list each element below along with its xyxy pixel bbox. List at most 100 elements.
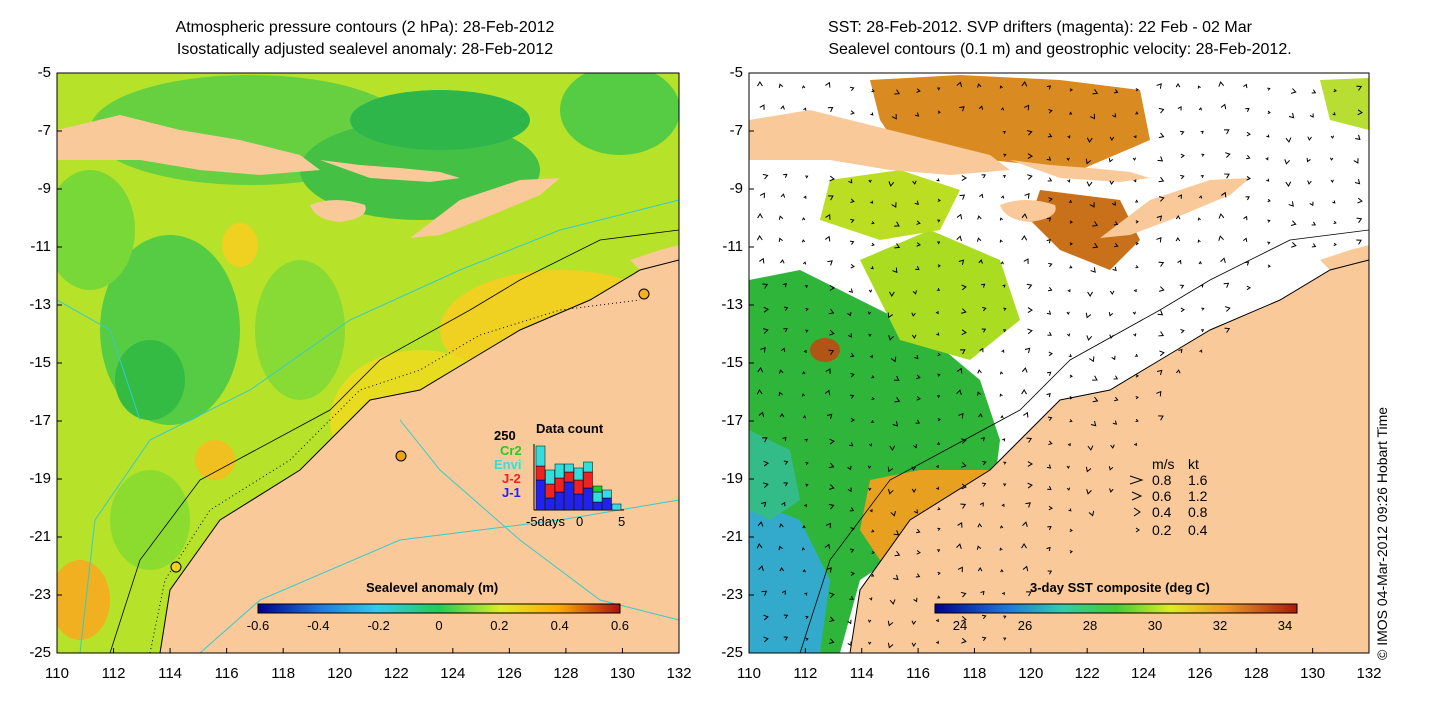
velocity-vector: [1047, 416, 1053, 421]
velocity-vector: [1135, 111, 1139, 115]
velocity-vector: [1023, 411, 1029, 418]
velocity-vector: [828, 195, 834, 201]
velocity-vector: [1291, 242, 1297, 248]
lon-tick-label: 128: [553, 665, 579, 682]
velocity-vector: [759, 257, 765, 264]
speed-legend-kt-0: 1.6: [1188, 472, 1208, 488]
velocity-vector: [1047, 177, 1053, 182]
velocity-vector: [1068, 354, 1072, 358]
velocity-vector: [1309, 113, 1314, 118]
velocity-vector: [887, 642, 894, 649]
velocity-vector: [999, 547, 1003, 551]
velocity-vector: [847, 487, 852, 492]
timor-land: [410, 178, 560, 238]
velocity-vector: [936, 332, 940, 336]
data-count-bar: [573, 467, 584, 481]
velocity-vector: [981, 283, 986, 288]
velocity-vector: [762, 328, 769, 334]
data-count-bar: [564, 471, 574, 483]
velocity-vector: [1156, 236, 1162, 243]
sumba-land: [310, 200, 366, 222]
velocity-vector: [871, 529, 875, 533]
velocity-vector: [891, 202, 897, 208]
velocity-vector: [1353, 158, 1359, 164]
sst-colorbar-title: 3-day SST composite (deg C): [1030, 580, 1210, 595]
velocity-vector: [1021, 235, 1028, 241]
velocity-vector: [1086, 137, 1093, 143]
satellite-label-j2: J-2: [502, 471, 521, 486]
data-count-bar: [573, 493, 584, 511]
velocity-vector: [829, 438, 835, 445]
velocity-vector: [1069, 220, 1073, 224]
velocity-vector: [1178, 348, 1183, 354]
imos-credit: © IMOS 04-Mar-2012 09:26 Hobart Time: [1374, 406, 1390, 660]
velocity-vector: [1047, 371, 1052, 376]
velocity-vector: [887, 466, 894, 473]
velocity-vector: [779, 523, 784, 528]
velocity-vector: [937, 507, 941, 511]
velocity-vector: [849, 240, 855, 245]
velocity-vector: [850, 372, 855, 378]
velocity-vector: [1021, 213, 1028, 219]
velocity-vector: [1225, 306, 1231, 312]
velocity-vector: [977, 523, 983, 528]
velocity-vector: [1085, 466, 1092, 473]
velocity-vector: [915, 573, 921, 578]
tide-gauge-marker: [638, 288, 650, 300]
velocity-vector: [1027, 461, 1033, 467]
velocity-vector: [1223, 282, 1230, 288]
velocity-vector: [894, 550, 901, 557]
velocity-vector: [1024, 347, 1031, 354]
velocity-vector: [1220, 103, 1227, 110]
lat-tick-label: -19: [29, 470, 51, 487]
sla-colorbar-tick: 0.6: [610, 618, 630, 633]
velocity-vector: [1267, 219, 1271, 223]
velocity-vector: [848, 288, 854, 293]
velocity-vector: [1158, 107, 1165, 114]
lon-tick-label: 126: [496, 665, 522, 682]
velocity-vector: [1026, 130, 1033, 136]
velocity-vector: [783, 482, 789, 487]
data-count-bar: [554, 491, 565, 511]
velocity-vector: [1134, 353, 1139, 357]
velocity-vector: [937, 87, 941, 91]
velocity-vector: [894, 89, 900, 95]
velocity-vector: [1135, 395, 1139, 400]
velocity-vector: [1087, 445, 1094, 451]
velocity-vector: [850, 218, 855, 224]
velocity-vector: [912, 443, 918, 449]
velocity-vector: [760, 347, 766, 353]
velocity-vector: [1158, 286, 1165, 292]
velocity-vector: [1197, 217, 1201, 221]
velocity-vector: [961, 637, 967, 644]
velocity-vector: [759, 192, 765, 199]
sla-colorbar: [257, 603, 621, 614]
sst-colorbar-tick: 32: [1212, 618, 1228, 633]
velocity-vector: [1046, 239, 1051, 244]
velocity-vector: [1002, 130, 1006, 134]
velocity-vector: [779, 567, 785, 572]
velocity-vector: [1047, 133, 1053, 138]
velocity-vector: [916, 528, 921, 534]
velocity-vector: [1109, 334, 1114, 339]
velocity-vector: [1000, 107, 1005, 111]
velocity-vector: [871, 396, 875, 401]
velocity-vector: [828, 503, 835, 510]
data-count-bar: [583, 461, 593, 473]
velocity-vector: [911, 312, 916, 317]
velocity-vector: [1092, 242, 1099, 249]
velocity-vector: [1109, 290, 1115, 295]
velocity-vector: [1000, 415, 1004, 419]
velocity-vector: [1158, 415, 1164, 421]
velocity-vector: [1284, 159, 1291, 165]
velocity-vector: [981, 328, 987, 333]
velocity-vector: [829, 329, 835, 336]
sst-colorbar-tick: 28: [1082, 618, 1098, 633]
velocity-vector: [1067, 289, 1071, 293]
velocity-vector: [802, 371, 806, 375]
velocity-vector: [1356, 85, 1363, 91]
velocity-vector: [913, 509, 918, 514]
lat-tick-label: -13: [721, 296, 743, 313]
velocity-vector: [1069, 396, 1073, 400]
velocity-vector: [915, 419, 920, 424]
